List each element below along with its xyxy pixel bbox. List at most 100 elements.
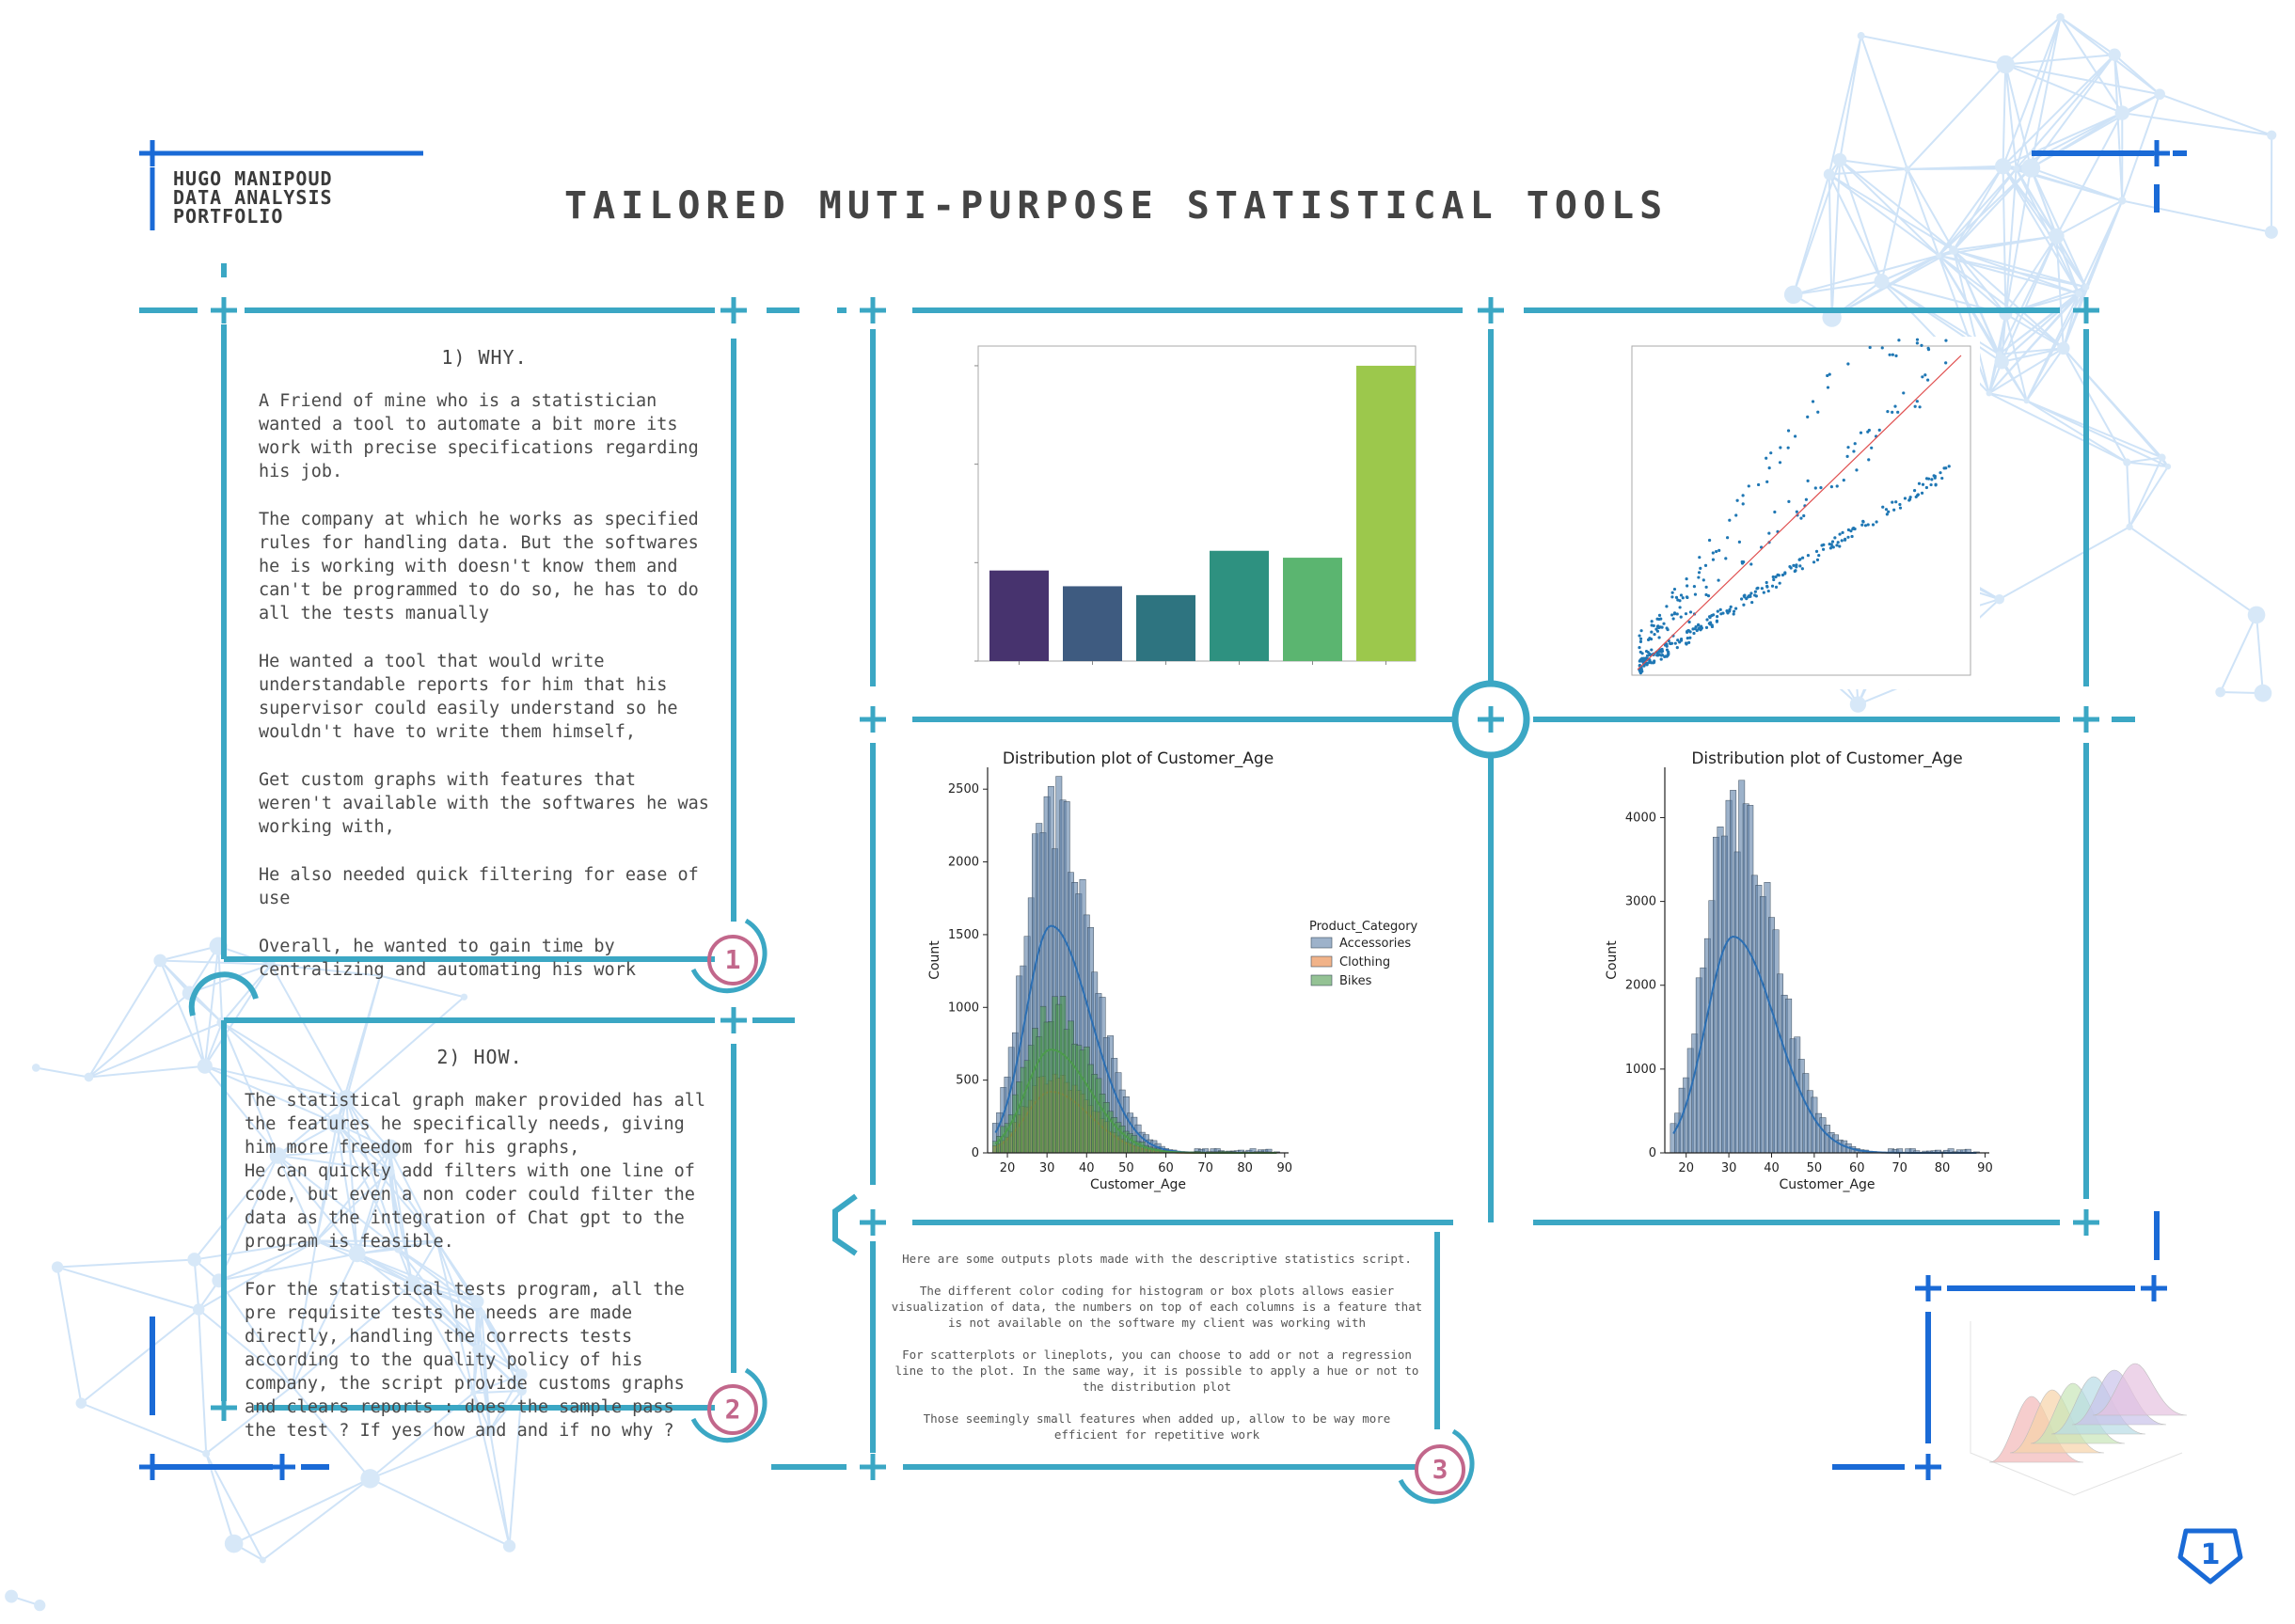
network-link xyxy=(336,1123,400,1250)
scatter-point xyxy=(1657,636,1661,639)
bar xyxy=(989,570,1049,661)
network-link xyxy=(2255,614,2264,694)
network-link xyxy=(36,1066,89,1079)
why-paragraph: A Friend of mine who is a statistician w… xyxy=(259,391,699,481)
network-link xyxy=(188,963,272,995)
scatter-point xyxy=(1826,373,1829,378)
scatter-point xyxy=(1852,449,1856,453)
network-link xyxy=(217,1155,279,1282)
network-link xyxy=(1840,159,1908,170)
scatter-point xyxy=(1765,580,1768,585)
network-link xyxy=(1828,167,1907,176)
ridge-curve xyxy=(2092,1363,2187,1416)
legend-swatch xyxy=(1310,937,1333,949)
network-node xyxy=(2023,398,2030,404)
network-link xyxy=(2004,64,2018,169)
network-link xyxy=(315,1170,390,1242)
network-link xyxy=(411,1283,483,1315)
network-link xyxy=(1839,159,1939,257)
scatter-point xyxy=(1681,596,1685,600)
scatter-point xyxy=(1918,405,1922,409)
scatter-point xyxy=(1893,404,1897,408)
scatter-point xyxy=(1843,538,1847,542)
scatter-point xyxy=(1841,530,1844,534)
network-link xyxy=(481,1312,523,1392)
network-link xyxy=(473,1389,522,1395)
scatter-point xyxy=(1812,560,1816,564)
scatter-point xyxy=(1741,494,1745,497)
scatter-point xyxy=(1777,574,1781,577)
y-tick-label: 1500 xyxy=(948,928,979,942)
scatter-point xyxy=(1657,617,1661,622)
network-node xyxy=(337,1090,356,1110)
scatter-point xyxy=(1828,372,1831,376)
network-link xyxy=(2004,64,2033,168)
scatter-point xyxy=(1705,618,1709,622)
scatter-point xyxy=(1749,593,1752,598)
bar xyxy=(1136,594,1195,661)
network-node xyxy=(432,1237,442,1246)
scatter-point xyxy=(1866,430,1870,434)
scatter-point xyxy=(1771,575,1775,579)
network-link xyxy=(356,1171,390,1254)
network-link xyxy=(411,1283,478,1302)
network-link xyxy=(345,1099,358,1254)
network-link xyxy=(1953,249,2086,289)
scatter-point xyxy=(1670,591,1674,594)
network-node xyxy=(379,1139,400,1159)
network-link xyxy=(277,1098,347,1157)
network-node xyxy=(1832,152,1847,167)
scatter-point xyxy=(1659,654,1664,657)
network-node xyxy=(470,1294,484,1309)
network-node xyxy=(360,1469,380,1489)
scatter-point xyxy=(1678,599,1682,603)
network-link xyxy=(1988,392,2128,464)
scatter-point xyxy=(1732,612,1735,616)
network-link xyxy=(336,1123,390,1173)
scatter-point xyxy=(1944,339,1948,342)
network-link xyxy=(203,964,272,1067)
network-link xyxy=(379,974,465,999)
scatter-point xyxy=(1665,605,1669,608)
network-node xyxy=(483,1424,497,1437)
scatter-point xyxy=(1674,595,1679,600)
network-link xyxy=(411,1283,480,1351)
network-link xyxy=(1998,313,2007,355)
network-link xyxy=(2129,526,2257,616)
bar-chart xyxy=(974,345,1417,665)
scatter-point xyxy=(1886,410,1890,414)
network-link xyxy=(291,1253,358,1387)
network-node xyxy=(2057,341,2070,355)
y-tick-label: 2000 xyxy=(1625,979,1656,993)
scatter-point xyxy=(1686,629,1690,633)
network-link xyxy=(1953,166,2032,251)
network-node xyxy=(2108,48,2121,61)
y-tick-label: 3000 xyxy=(1625,895,1656,909)
network-link xyxy=(397,1248,483,1315)
scatter-point xyxy=(1894,354,1898,358)
network-link xyxy=(205,1453,264,1561)
network-link xyxy=(370,1477,510,1547)
scatter-point xyxy=(1679,637,1684,641)
network-link xyxy=(2062,286,2087,349)
network-link xyxy=(56,1267,83,1404)
scatter-point xyxy=(1688,636,1692,639)
network-link xyxy=(277,1155,358,1254)
network-link xyxy=(2015,17,2062,169)
scatter-point xyxy=(1811,400,1815,403)
how-heading: 2) HOW. xyxy=(436,1046,523,1068)
scatter-point xyxy=(1644,649,1649,654)
scatter-point xyxy=(1896,410,1900,414)
network-node xyxy=(51,1261,64,1273)
network-node xyxy=(34,1600,46,1612)
scatter-point xyxy=(1932,474,1936,478)
scatter-point xyxy=(1704,592,1708,597)
network-link xyxy=(2005,63,2160,96)
network-link xyxy=(1953,166,2004,251)
network-link xyxy=(2122,112,2272,136)
x-tick-label: 60 xyxy=(1849,1161,1865,1175)
y-tick-label: 0 xyxy=(972,1146,979,1160)
scatter-point xyxy=(1650,620,1654,623)
scatter-point xyxy=(1799,516,1803,520)
